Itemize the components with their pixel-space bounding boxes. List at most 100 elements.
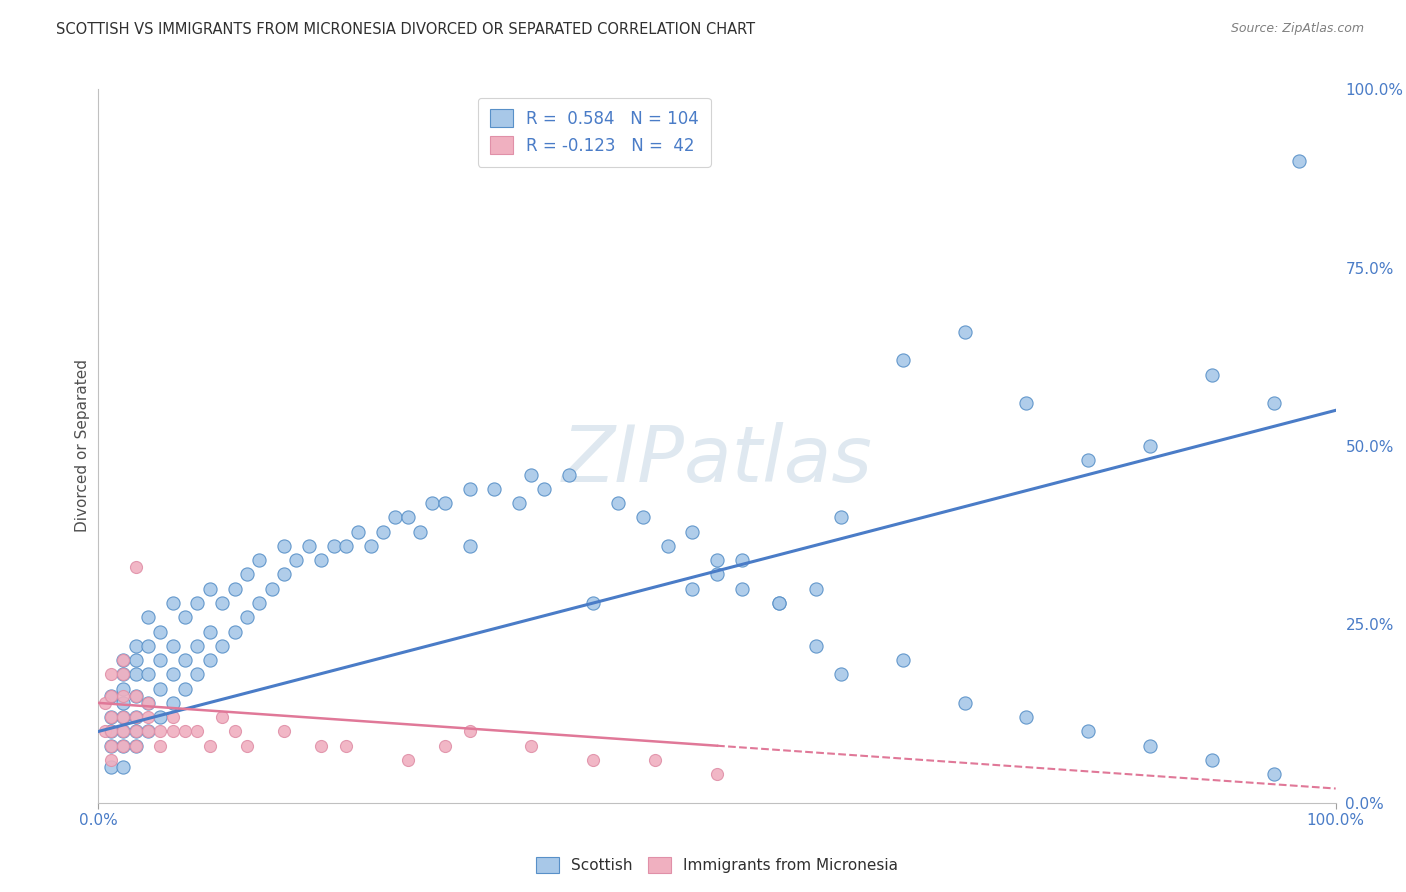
Point: [112, 739, 135, 753]
Point: [891, 653, 914, 667]
Point: [224, 724, 246, 739]
Point: [520, 467, 543, 482]
Text: SCOTTISH VS IMMIGRANTS FROM MICRONESIA DIVORCED OR SEPARATED CORRELATION CHART: SCOTTISH VS IMMIGRANTS FROM MICRONESIA D…: [56, 22, 755, 37]
Point: [124, 724, 146, 739]
Point: [309, 739, 332, 753]
Point: [706, 767, 728, 781]
Point: [631, 510, 654, 524]
Point: [211, 639, 233, 653]
Point: [396, 510, 419, 524]
Point: [706, 567, 728, 582]
Point: [198, 624, 221, 639]
Point: [124, 739, 146, 753]
Point: [149, 681, 172, 696]
Text: Source: ZipAtlas.com: Source: ZipAtlas.com: [1230, 22, 1364, 36]
Point: [458, 724, 481, 739]
Point: [830, 667, 852, 681]
Point: [136, 710, 159, 724]
Point: [136, 667, 159, 681]
Point: [198, 739, 221, 753]
Point: [124, 689, 146, 703]
Point: [1201, 753, 1223, 767]
Point: [136, 696, 159, 710]
Point: [136, 696, 159, 710]
Point: [409, 524, 432, 539]
Point: [804, 639, 827, 653]
Point: [768, 596, 790, 610]
Point: [804, 582, 827, 596]
Point: [224, 582, 246, 596]
Point: [174, 724, 197, 739]
Point: [100, 724, 122, 739]
Point: [186, 724, 208, 739]
Point: [891, 353, 914, 368]
Point: [112, 653, 135, 667]
Point: [198, 582, 221, 596]
Point: [186, 639, 208, 653]
Point: [285, 553, 308, 567]
Point: [174, 610, 197, 624]
Point: [211, 710, 233, 724]
Point: [247, 596, 270, 610]
Point: [322, 539, 344, 553]
Point: [1015, 396, 1038, 410]
Point: [112, 760, 135, 774]
Point: [1139, 439, 1161, 453]
Point: [162, 724, 184, 739]
Point: [149, 624, 172, 639]
Point: [112, 689, 135, 703]
Point: [112, 710, 135, 724]
Point: [112, 724, 135, 739]
Point: [458, 482, 481, 496]
Point: [149, 739, 172, 753]
Point: [731, 553, 754, 567]
Point: [149, 710, 172, 724]
Point: [124, 667, 146, 681]
Point: [136, 639, 159, 653]
Point: [149, 653, 172, 667]
Point: [582, 753, 605, 767]
Point: [174, 681, 197, 696]
Point: [433, 496, 456, 510]
Point: [273, 539, 295, 553]
Point: [644, 753, 666, 767]
Point: [112, 653, 135, 667]
Point: [236, 610, 259, 624]
Point: [1139, 739, 1161, 753]
Point: [309, 553, 332, 567]
Point: [124, 689, 146, 703]
Point: [422, 496, 444, 510]
Point: [371, 524, 394, 539]
Point: [162, 596, 184, 610]
Point: [1077, 724, 1099, 739]
Point: [112, 710, 135, 724]
Point: [124, 710, 146, 724]
Point: [953, 325, 976, 339]
Point: [100, 710, 122, 724]
Point: [124, 724, 146, 739]
Point: [112, 681, 135, 696]
Point: [681, 582, 703, 596]
Point: [1077, 453, 1099, 467]
Text: ZIPatlas: ZIPatlas: [561, 422, 873, 499]
Point: [112, 667, 135, 681]
Point: [484, 482, 506, 496]
Point: [149, 724, 172, 739]
Point: [706, 553, 728, 567]
Point: [224, 624, 246, 639]
Point: [1263, 767, 1285, 781]
Point: [93, 696, 115, 710]
Point: [458, 539, 481, 553]
Point: [124, 560, 146, 574]
Point: [533, 482, 555, 496]
Point: [557, 467, 579, 482]
Point: [100, 689, 122, 703]
Point: [520, 739, 543, 753]
Point: [236, 567, 259, 582]
Point: [162, 696, 184, 710]
Point: [100, 739, 122, 753]
Point: [607, 496, 630, 510]
Point: [1263, 396, 1285, 410]
Legend: Scottish, Immigrants from Micronesia: Scottish, Immigrants from Micronesia: [529, 849, 905, 880]
Point: [162, 639, 184, 653]
